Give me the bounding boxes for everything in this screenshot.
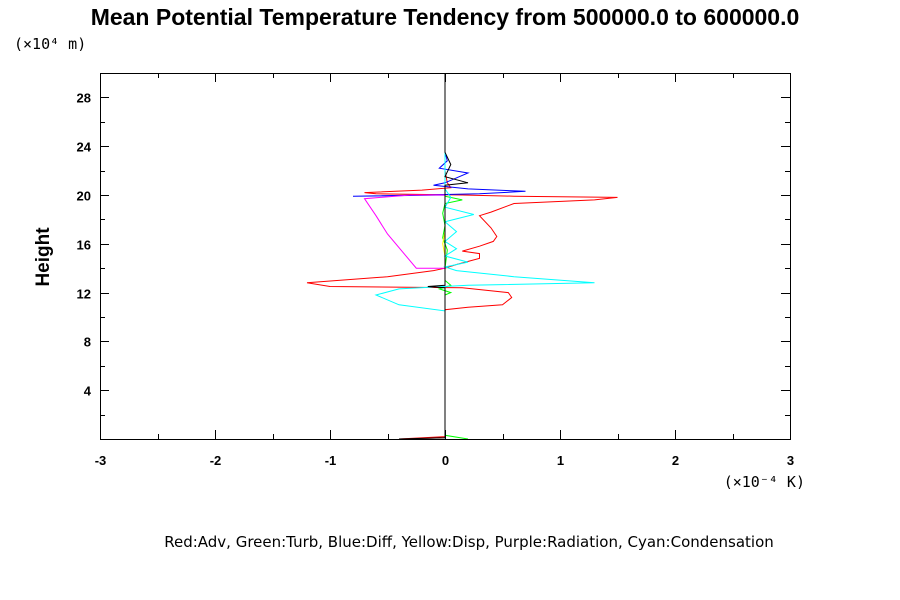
chart-title: Mean Potential Temperature Tendency from…	[91, 4, 800, 30]
y-tick-label: 12	[77, 287, 91, 302]
x-tick-label: 1	[557, 453, 564, 468]
y-tick-label: 28	[77, 91, 91, 106]
x-tick-label: 3	[787, 453, 794, 468]
series-line-radiation	[363, 73, 446, 439]
x-tick-label: 2	[672, 453, 679, 468]
series-line-diff	[352, 73, 526, 439]
y-tick-label: 16	[77, 238, 91, 253]
y-tick-label: 24	[77, 140, 92, 155]
y-tick-label: 4	[84, 384, 92, 399]
x-axis-units: (×10⁻⁴ K)	[724, 473, 805, 491]
y-axis-units: (×10⁴ m)	[14, 35, 86, 53]
series-line-unlabeled	[398, 73, 469, 440]
x-tick-label: 0	[442, 453, 449, 468]
x-tick-label: -1	[325, 453, 337, 468]
y-tick-label: 8	[84, 335, 91, 350]
series-line-adv	[306, 73, 618, 440]
series-line-condensation	[374, 73, 595, 439]
legend-text: Red:Adv, Green:Turb, Blue:Diff, Yellow:D…	[164, 533, 774, 551]
y-axis-label: Height	[33, 227, 54, 287]
series-layer	[306, 73, 618, 440]
x-tick-label: -3	[95, 453, 107, 468]
x-tick-label: -2	[210, 453, 222, 468]
series-line-turb	[437, 73, 469, 440]
y-tick-label: 20	[77, 189, 91, 204]
